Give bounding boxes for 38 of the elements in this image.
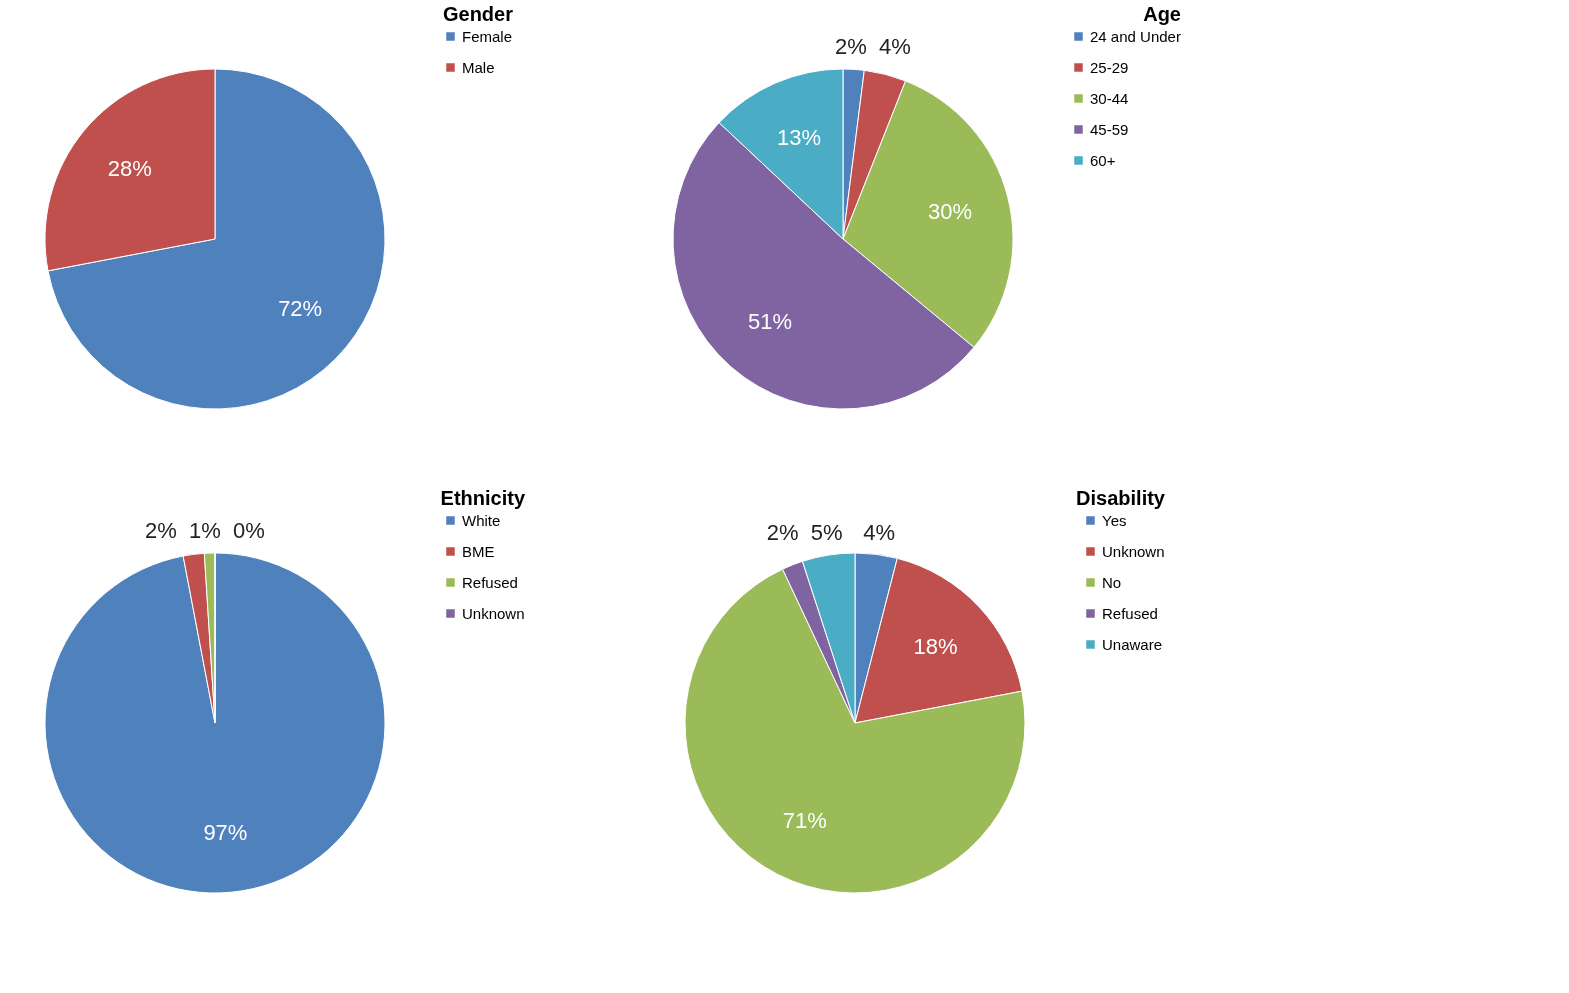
data-label: 13% [777, 124, 822, 150]
chart-title: Gender [442, 3, 514, 25]
legend-label: Female [462, 27, 513, 45]
legend-label: BME [462, 542, 495, 560]
data-label: 71% [782, 808, 827, 834]
data-label: 2% [766, 520, 799, 546]
legend-label: 60+ [1090, 151, 1116, 169]
data-label: 4% [879, 34, 911, 60]
data-label: 72% [278, 296, 323, 322]
data-label: 51% [747, 308, 792, 334]
legend-label: 30-44 [1090, 89, 1129, 107]
legend-label: Male [462, 58, 495, 76]
chart-title: Ethnicity [440, 487, 526, 509]
legend-label: Unknown [1102, 542, 1165, 560]
legend-label: No [1102, 573, 1122, 591]
chart-title: Age [1143, 3, 1181, 25]
legend-label: Refused [462, 573, 518, 591]
pie-slice [47, 68, 386, 410]
data-label: 30% [928, 198, 973, 224]
data-label: 18% [913, 634, 958, 660]
legend-label: 45-59 [1090, 120, 1129, 138]
data-label: 4% [863, 519, 895, 545]
legend-label: Yes [1102, 511, 1127, 529]
legend-label: Unknown [462, 604, 525, 622]
legend-label: Refused [1102, 604, 1158, 622]
text: 0% [233, 518, 265, 543]
data-label: 1% [189, 518, 221, 543]
legend-label: White [462, 511, 501, 529]
data-label: 28% [107, 155, 152, 181]
chart-title: Disability [1076, 487, 1166, 509]
legend-label: Unaware [1102, 635, 1163, 653]
data-label: 5% [810, 520, 843, 546]
data-label: 2% [145, 518, 177, 543]
data-label: 2% [835, 34, 867, 60]
legend-label: 24 and Under [1090, 27, 1181, 45]
legend-label: 25-29 [1090, 58, 1129, 76]
pie-slice [44, 552, 386, 894]
data-label: 97% [203, 820, 248, 846]
